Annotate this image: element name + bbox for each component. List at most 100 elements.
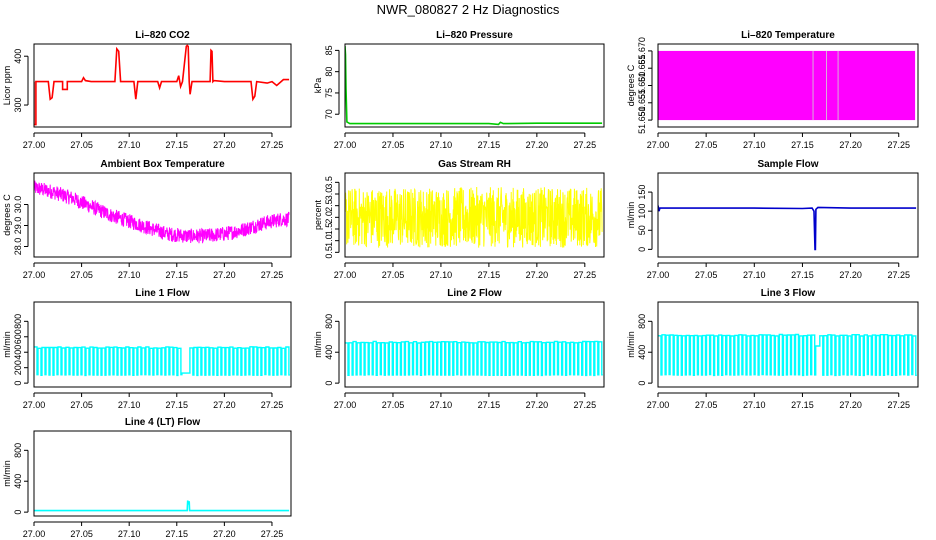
x-axis: 27.00 27.05 27.10 27.15 27.20 27.25 xyxy=(334,392,596,410)
y-tick-label: 100 xyxy=(637,204,647,219)
x-tick-label: 27.10 xyxy=(743,270,766,280)
y-tick-label: 0 xyxy=(637,381,647,386)
x-tick-label: 27.20 xyxy=(839,140,862,150)
data-series-line xyxy=(345,340,603,377)
y-axis: 0 400 800 xyxy=(637,314,653,386)
chart-panel-8: Line 2 Flow 27.00 27.05 27.10 27.15 27.20 27.2… xyxy=(313,288,605,410)
y-tick-label: 1.5 xyxy=(324,223,334,236)
x-axis: 27.00 27.05 27.10 27.15 27.20 27.25 xyxy=(23,521,284,539)
plot-area xyxy=(34,346,290,377)
y-tick-label: 51.650 xyxy=(637,106,647,134)
data-series-line xyxy=(345,186,603,248)
y-axis: 0 400 800 xyxy=(13,443,29,515)
y-axis: 0 50 100 150 xyxy=(637,185,653,252)
y-axis: 28.0 29.0 30.0 xyxy=(13,196,29,255)
x-tick-label: 27.10 xyxy=(430,270,453,280)
x-tick-label: 27.00 xyxy=(23,270,46,280)
y-tick-label: 800 xyxy=(13,314,23,329)
y-tick-label: 2.0 xyxy=(324,211,334,224)
x-tick-label: 27.00 xyxy=(334,270,357,280)
x-tick-label: 27.25 xyxy=(887,140,910,150)
panel-title: Li–820 Temperature xyxy=(741,30,835,41)
y-tick-label: 70 xyxy=(324,109,334,119)
x-tick-label: 27.15 xyxy=(791,140,814,150)
y-axis-label: degrees C xyxy=(2,194,12,236)
y-tick-label: 51.655 xyxy=(637,89,647,117)
x-tick-label: 27.00 xyxy=(647,270,670,280)
x-tick-label: 27.00 xyxy=(23,400,46,410)
x-tick-label: 27.25 xyxy=(887,400,910,410)
y-tick-label: 80 xyxy=(324,67,334,77)
x-tick-label: 27.25 xyxy=(574,270,597,280)
page-title: NWR_080827 2 Hz Diagnostics xyxy=(376,2,560,17)
x-tick-label: 27.25 xyxy=(574,140,597,150)
x-tick-label: 27.05 xyxy=(382,400,405,410)
y-axis-label: ml/min xyxy=(626,202,636,229)
x-tick-label: 27.05 xyxy=(382,270,405,280)
y-tick-label: 400 xyxy=(13,49,23,64)
plot-frame xyxy=(344,172,605,258)
x-tick-label: 27.10 xyxy=(118,529,141,539)
x-axis: 27.00 27.05 27.10 27.15 27.20 27.25 xyxy=(334,262,597,280)
panel-title: Sample Flow xyxy=(757,159,818,170)
x-tick-label: 27.20 xyxy=(839,400,862,410)
plot-frame xyxy=(33,43,292,128)
y-axis-label: Licor ppm xyxy=(2,66,12,106)
plot-frame xyxy=(344,43,605,128)
plot-frame xyxy=(657,172,919,258)
x-tick-label: 27.15 xyxy=(791,400,814,410)
x-tick-label: 27.00 xyxy=(334,400,357,410)
y-axis-label: degrees C xyxy=(626,64,636,106)
y-tick-label: 400 xyxy=(637,345,647,360)
data-block xyxy=(658,50,916,121)
panel-title: Line 4 (LT) Flow xyxy=(125,417,201,428)
panel-title: Ambient Box Temperature xyxy=(100,159,225,170)
x-tick-label: 27.20 xyxy=(213,140,236,150)
x-tick-label: 27.25 xyxy=(261,529,284,539)
x-axis: 27.00 27.05 27.10 27.15 27.20 27.25 xyxy=(647,132,910,150)
data-series-line xyxy=(34,44,290,126)
y-tick-label: 0 xyxy=(13,381,23,386)
x-tick-label: 27.15 xyxy=(478,270,501,280)
data-series-line xyxy=(34,180,290,244)
y-tick-label: 75 xyxy=(324,88,334,98)
y-tick-label: 0 xyxy=(324,381,334,386)
y-tick-label: 2.5 xyxy=(324,199,334,212)
x-axis: 27.00 27.05 27.10 27.15 27.20 27.25 xyxy=(334,132,597,150)
chart-panel-6: Sample Flow 27.00 27.05 27.10 27.15 27.20 27.2… xyxy=(626,159,919,280)
plot-area xyxy=(658,333,917,377)
x-tick-label: 27.20 xyxy=(213,270,236,280)
x-tick-label: 27.00 xyxy=(23,140,46,150)
x-tick-label: 27.10 xyxy=(430,400,453,410)
y-tick-label: 800 xyxy=(13,443,23,458)
panel-title: Li–820 CO2 xyxy=(135,30,190,41)
x-tick-label: 27.15 xyxy=(478,140,501,150)
plot-area xyxy=(34,500,290,512)
y-axis-label: ml/min xyxy=(313,331,323,358)
x-tick-label: 27.05 xyxy=(382,140,405,150)
y-tick-label: 51.665 xyxy=(637,54,647,82)
x-tick-label: 27.15 xyxy=(478,400,501,410)
plot-area xyxy=(345,340,603,377)
x-tick-label: 27.05 xyxy=(70,529,93,539)
y-tick-label: 200 xyxy=(13,360,23,375)
x-tick-label: 27.20 xyxy=(526,270,549,280)
y-axis: 70 75 80 85 xyxy=(324,45,340,119)
chart-panel-1: Li–820 CO2 27.00 27.05 27.10 27.15 27.20 27.25… xyxy=(2,30,292,150)
y-axis: 300 400 xyxy=(13,49,29,113)
x-tick-label: 27.10 xyxy=(118,400,141,410)
plot-frame xyxy=(344,301,605,388)
panel-title: Gas Stream RH xyxy=(438,159,511,170)
x-tick-label: 27.20 xyxy=(839,270,862,280)
chart-panel-2: Li–820 Pressure 27.00 27.05 27.10 27.15 27.20… xyxy=(313,30,605,150)
x-axis: 27.00 27.05 27.10 27.15 27.20 27.25 xyxy=(23,132,283,150)
data-series-line xyxy=(34,500,290,512)
y-tick-label: 300 xyxy=(13,98,23,113)
y-tick-label: 51.660 xyxy=(637,72,647,100)
x-tick-label: 27.05 xyxy=(695,400,718,410)
